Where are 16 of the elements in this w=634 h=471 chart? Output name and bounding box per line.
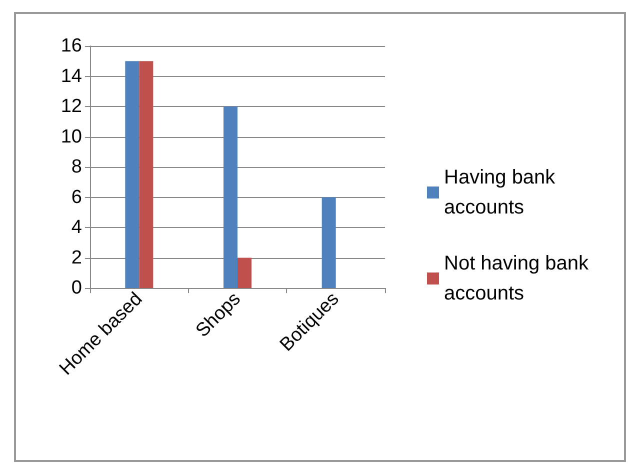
bar: [238, 258, 252, 288]
y-tick-label: 14: [60, 66, 82, 87]
bar: [224, 106, 238, 288]
y-tick-label: 10: [60, 126, 82, 148]
bar: [322, 197, 336, 288]
y-tick-label: 2: [71, 247, 82, 268]
y-tick-label: 8: [71, 156, 82, 178]
y-tick-label: 16: [60, 36, 82, 56]
y-tick-label: 4: [71, 217, 82, 238]
bar: [125, 61, 140, 288]
y-tick-label: 0: [71, 278, 82, 298]
bar: [139, 61, 154, 288]
y-tick-label: 6: [71, 186, 82, 208]
legend-label: Not having bank accounts: [444, 252, 594, 304]
y-tick-label: 12: [60, 96, 82, 117]
legend-label: Having bank accounts: [444, 166, 561, 218]
